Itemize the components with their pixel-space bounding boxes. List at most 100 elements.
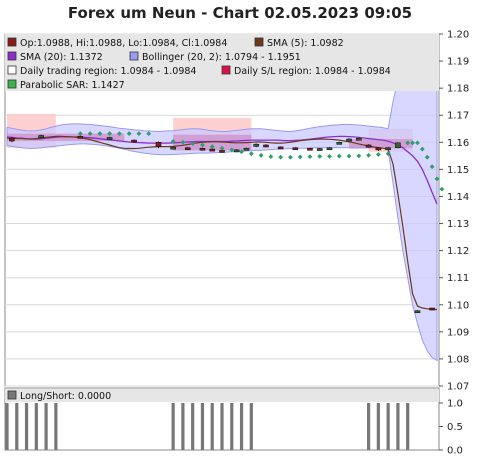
candle-body: [346, 138, 352, 142]
longshort-bar: [200, 403, 205, 450]
candle-body: [316, 148, 323, 151]
sar-dot: [107, 131, 113, 137]
sar-dot: [356, 153, 362, 159]
sar-dot: [77, 131, 83, 137]
legend-swatch: [7, 51, 17, 61]
candle-body: [170, 146, 176, 150]
longshort-y-axis: 1.0 0.5 0.0: [439, 399, 463, 457]
candle-body: [77, 136, 84, 139]
sar-dot: [146, 131, 152, 137]
sar-dot: [375, 152, 381, 157]
candle-body: [277, 146, 284, 150]
sar-dot: [307, 154, 313, 160]
sar-dot: [258, 152, 264, 158]
candle-body: [199, 147, 206, 151]
longshort-bar: [24, 403, 29, 450]
legend-entry: Bollinger (20, 2): 1.0794 - 1.1951: [142, 52, 301, 63]
sar-dot: [97, 131, 103, 137]
longshort-bar: [366, 403, 371, 450]
longshort-bar: [54, 403, 58, 450]
longshort-panel: Long/Short: 0.0000 1.0 0.5 0.0: [4, 387, 463, 457]
longshort-bar: [249, 403, 253, 450]
sar-dot: [219, 145, 225, 151]
price-y-tick-label: 1.15: [447, 165, 469, 176]
candle-body: [395, 142, 401, 149]
legend-swatch: [7, 37, 17, 47]
candle-body: [307, 147, 313, 151]
sar-dot: [385, 151, 391, 157]
sar-dot: [327, 153, 332, 159]
candle-body: [106, 137, 113, 140]
price-legend: Op:1.0988, Hi:1.0988, Lo:1.0984, Cl:1.09…: [5, 34, 439, 91]
candle-body: [209, 148, 216, 152]
longshort-bar: [396, 403, 400, 450]
longshort-y-tick-label: 1.0: [447, 399, 463, 410]
price-panel: Op:1.0988, Hi:1.0988, Lo:1.0984, Cl:1.09…: [4, 30, 469, 393]
longshort-legend-swatch: [7, 390, 17, 400]
candle-body: [184, 147, 191, 151]
candle-body: [131, 139, 137, 143]
candle-body: [253, 143, 260, 147]
longshort-bar: [406, 403, 410, 450]
price-y-tick-label: 1.17: [447, 111, 469, 122]
sar-dot: [200, 142, 205, 148]
legend-swatch: [221, 65, 231, 75]
candle-body: [326, 147, 333, 151]
legend-swatch: [254, 37, 264, 47]
candle-body: [38, 135, 45, 138]
bollinger-band: [6, 46, 438, 362]
sar-dot: [248, 151, 254, 157]
sar-dot: [405, 140, 411, 146]
sar-dot: [87, 131, 93, 137]
price-y-tick-label: 1.07: [447, 382, 469, 393]
longshort-y-tick-label: 0.0: [447, 446, 463, 457]
candle-body: [155, 142, 162, 147]
sar-dot: [170, 139, 176, 144]
price-y-tick-label: 1.10: [447, 300, 469, 311]
candle-body: [263, 144, 269, 148]
chart-title: Forex um Neun - Chart 02.05.2023 09:05: [67, 4, 413, 22]
longshort-bar: [34, 403, 38, 450]
sar-dot: [288, 154, 293, 160]
legend-swatch: [7, 79, 17, 89]
price-y-axis: 1.20 1.19 1.18 1.17 1.16 1.15 1.14 1.13 1.12 1.11…: [439, 30, 469, 393]
price-y-tick-label: 1.08: [447, 354, 469, 365]
sar-dot: [126, 131, 132, 137]
sar-dot: [116, 131, 122, 137]
price-plot-area: [4, 33, 440, 387]
sar-dot: [278, 154, 284, 160]
candle-body: [356, 137, 362, 141]
longshort-bar: [171, 403, 175, 450]
bollinger-band-area: [6, 46, 438, 362]
longshort-legend-background: [5, 389, 439, 402]
sar-dot: [268, 154, 274, 160]
legend-swatch: [7, 65, 17, 75]
legend-entry: Daily S/L region: 1.0984 - 1.0984: [234, 66, 391, 77]
candle-body: [375, 147, 382, 151]
price-y-tick-label: 1.16: [447, 138, 469, 149]
longshort-bar: [220, 403, 224, 450]
longshort-bar: [239, 403, 244, 450]
price-y-tick-label: 1.14: [447, 192, 469, 203]
longshort-bars: [5, 403, 410, 450]
legend-entry: SMA (20): 1.1372: [20, 52, 103, 63]
candle-body: [365, 144, 372, 148]
legend-entry: Daily trading region: 1.0984 - 1.0984: [20, 66, 196, 77]
sar-dot: [346, 153, 352, 159]
longshort-bar: [5, 403, 9, 450]
price-y-tick-label: 1.20: [447, 30, 469, 41]
longshort-y-tick-label: 0.5: [447, 422, 463, 433]
candle-body: [414, 310, 421, 314]
price-y-tick-label: 1.19: [447, 57, 469, 68]
longshort-bar: [181, 403, 185, 450]
sar-dot: [136, 131, 142, 137]
sar-dot: [190, 141, 196, 147]
candle-body: [243, 147, 250, 151]
price-y-tick-label: 1.11: [447, 273, 469, 284]
longshort-bar: [210, 403, 214, 450]
longshort-legend: Long/Short: 0.0000: [5, 389, 439, 402]
legend-entry: Op:1.0988, Hi:1.0988, Lo:1.0984, Cl:1.09…: [20, 38, 227, 49]
price-y-tick-label: 1.13: [447, 219, 469, 230]
sar-dot: [415, 140, 420, 146]
